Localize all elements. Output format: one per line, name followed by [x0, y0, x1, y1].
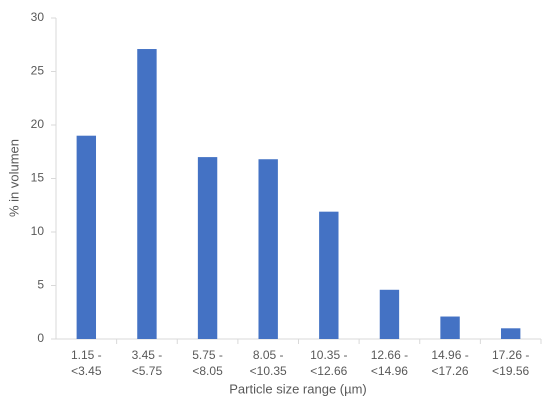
y-tick-label: 10 [31, 224, 45, 238]
y-tick-label: 25 [31, 64, 45, 78]
bar [319, 211, 339, 339]
y-tick-label: 20 [31, 117, 45, 131]
y-tick-label: 0 [37, 331, 44, 345]
y-tick-label: 5 [37, 278, 44, 292]
bar [76, 135, 97, 339]
x-axis-title: Particle size range (µm) [229, 381, 367, 396]
x-tick-label: 12.66 -<14.96 [371, 348, 409, 378]
bar [137, 49, 157, 339]
x-tick-label: 5.75 -<8.05 [192, 348, 223, 378]
y-tick-label: 15 [31, 171, 45, 185]
y-axis-title: % in volumen [6, 139, 21, 217]
x-tick-label: 3.45 -<5.75 [132, 348, 163, 378]
bar [258, 159, 278, 339]
y-tick-label: 30 [31, 10, 45, 24]
bar [197, 157, 218, 339]
x-tick-label: 8.05 -<10.35 [250, 348, 287, 378]
bar [379, 289, 400, 339]
x-tick-label: 14.96 -<17.26 [431, 348, 469, 378]
bar [440, 316, 460, 339]
x-tick-label: 1.15 -<3.45 [71, 348, 102, 378]
x-tick-label: 10.35 -<12.66 [310, 348, 348, 378]
bar [500, 328, 521, 339]
x-tick-label: 17.26 -<19.56 [492, 348, 530, 378]
